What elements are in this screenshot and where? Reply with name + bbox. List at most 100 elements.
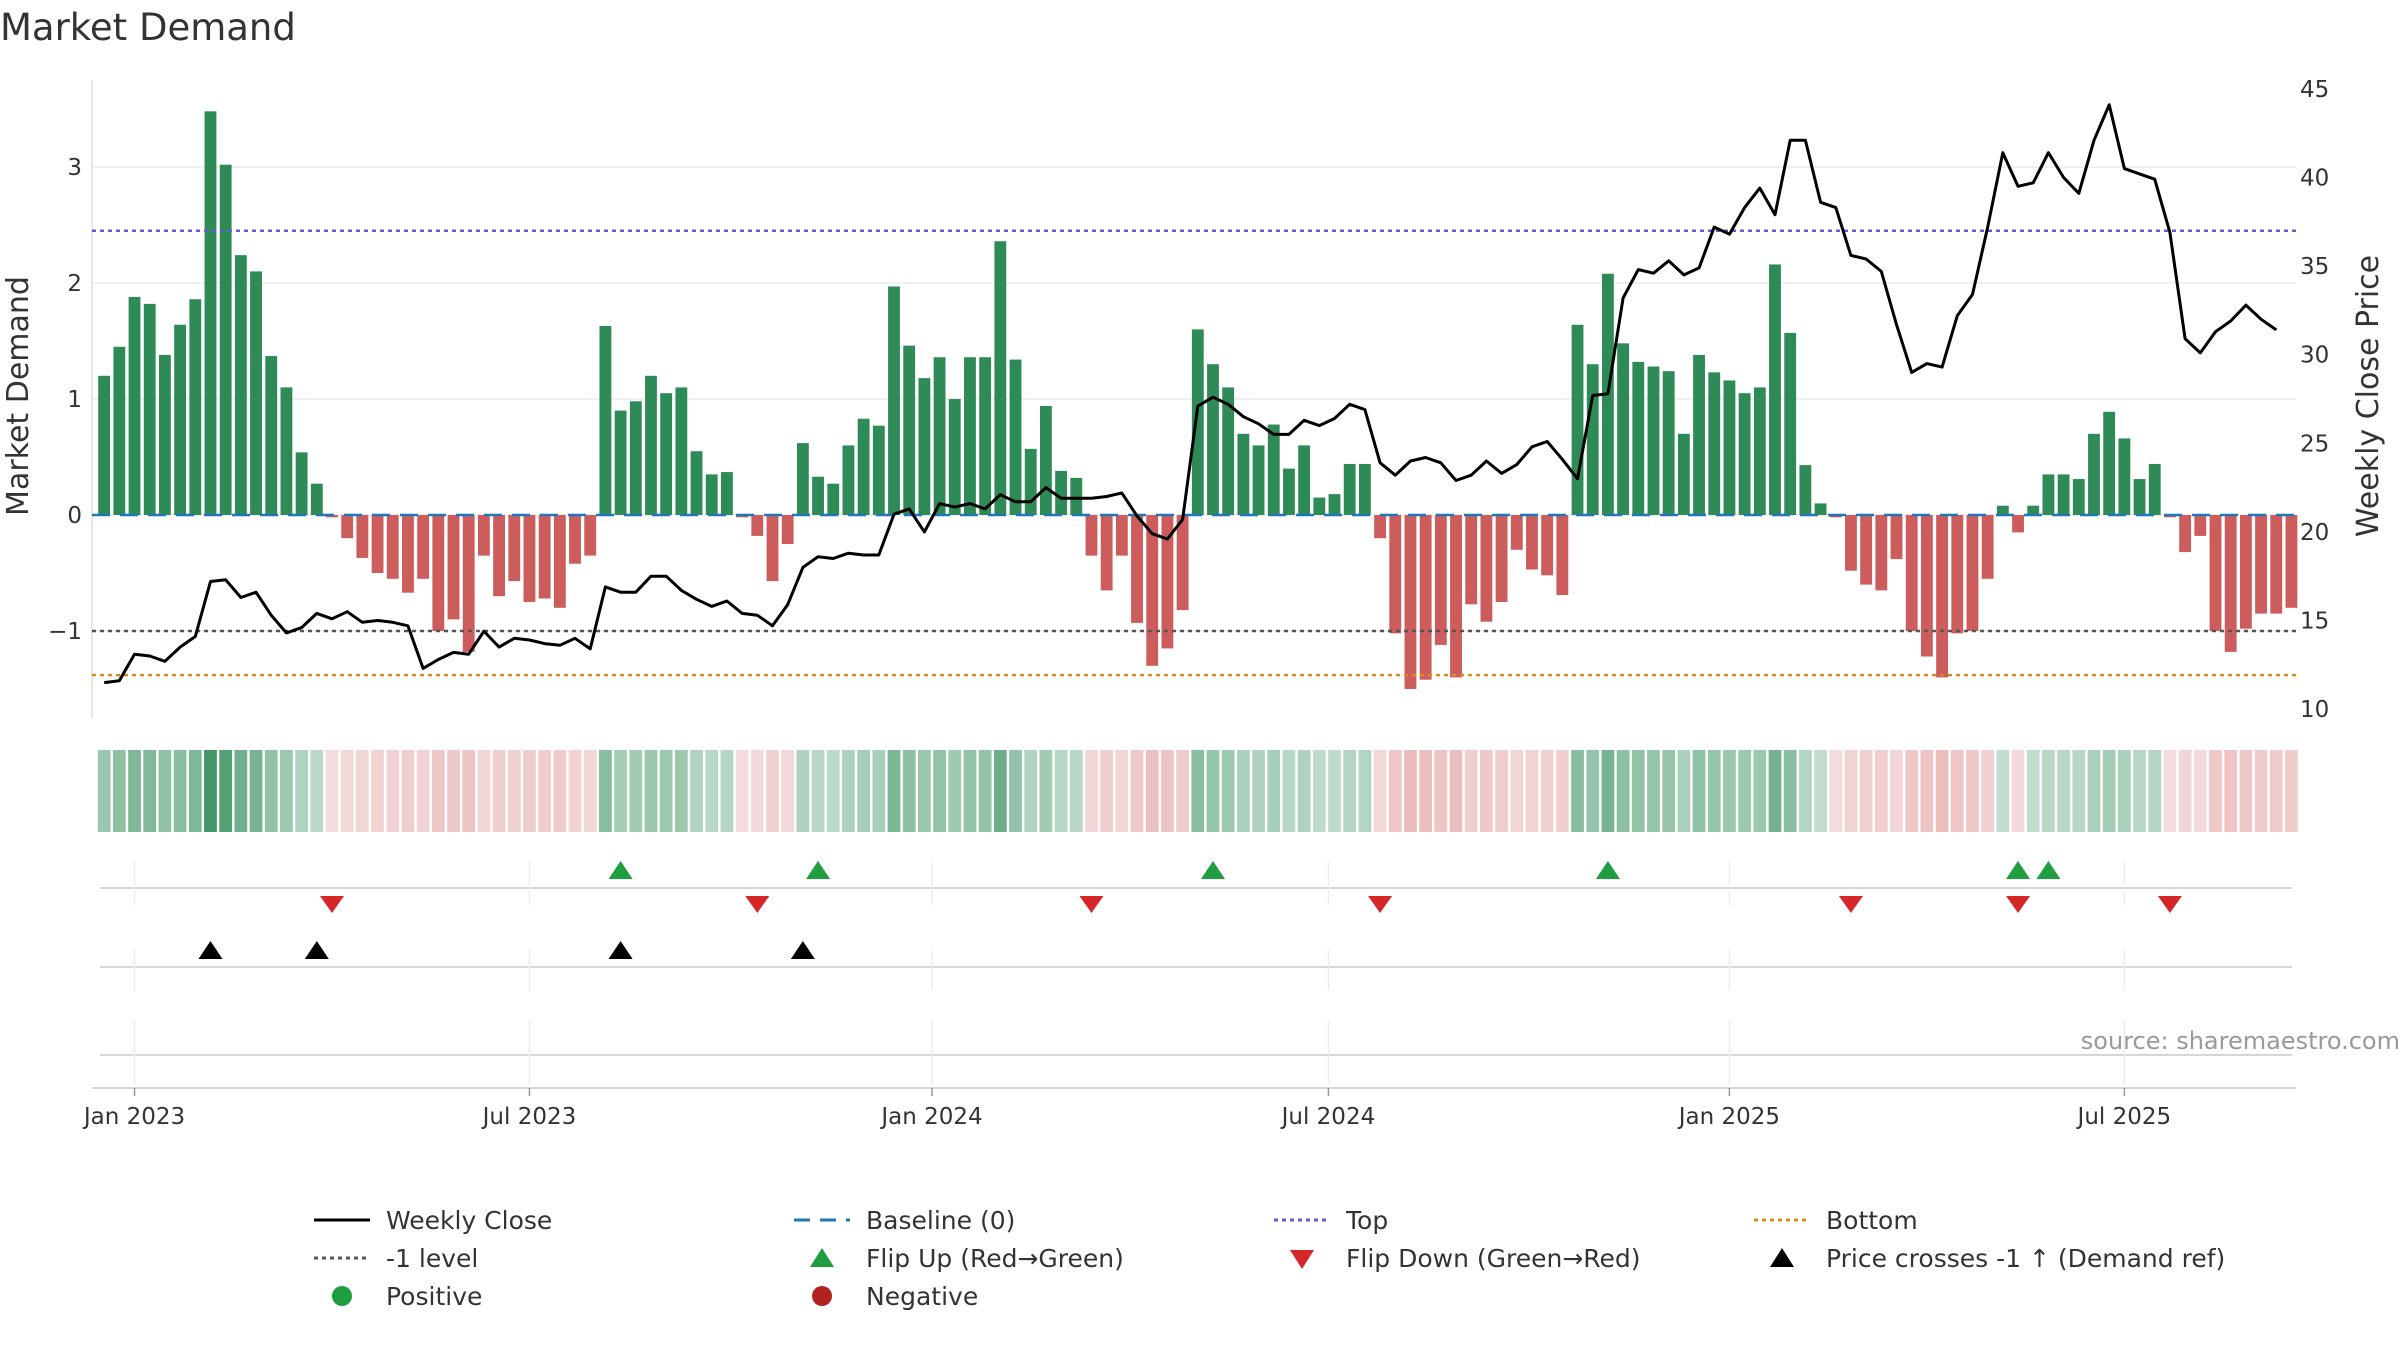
- left-axis: −1 0 1 2 3: [48, 155, 82, 645]
- demand-bar: [1753, 387, 1766, 515]
- demand-bar: [493, 515, 506, 597]
- heat-cell: [826, 750, 840, 832]
- heat-cell: [234, 750, 248, 832]
- demand-bar: [462, 515, 475, 652]
- demand-bar: [903, 345, 916, 515]
- triangle-up-icon: [810, 1248, 834, 1267]
- heat-cell: [2133, 750, 2146, 832]
- heat-cell: [2285, 750, 2298, 832]
- heat-cell: [1464, 750, 1478, 832]
- heat-cell: [1404, 750, 1417, 832]
- heat-cell: [264, 750, 278, 832]
- heat-cell: [280, 750, 293, 832]
- dotted-swatch-icon: [1754, 1218, 1810, 1222]
- close-line-layer: [104, 103, 2278, 685]
- demand-bar: [1222, 387, 1235, 515]
- demand-bar: [751, 515, 764, 536]
- demand-bar: [812, 476, 824, 515]
- heat-cell: [1677, 750, 1691, 832]
- demand-bar: [645, 375, 657, 515]
- heat-cell: [2011, 750, 2025, 832]
- heat-cell: [690, 750, 703, 832]
- heat-cell: [112, 750, 126, 832]
- heat-cell: [644, 750, 658, 832]
- heat-cell: [735, 750, 749, 832]
- heat-cell: [1206, 750, 1220, 832]
- signal-lanes: [92, 861, 2296, 1089]
- demand-bar: [1495, 515, 1508, 602]
- heat-cell: [963, 750, 977, 832]
- demand-bar: [2042, 474, 2055, 515]
- demand-bar: [341, 515, 354, 539]
- heat-cell: [1920, 750, 1934, 832]
- demand-bar: [280, 387, 293, 515]
- heat-cell: [614, 750, 627, 832]
- chart: −1 0 1 2 3 10 15 20 25 30 35 40 45 Jan 2023 Jul 2023…: [1, 77, 2400, 1130]
- heat-cell: [447, 750, 460, 832]
- heat-cell: [310, 750, 324, 832]
- heat-cell: [1783, 750, 1797, 832]
- heat-cell: [766, 750, 779, 832]
- demand-bar: [842, 445, 855, 515]
- legend: Weekly Close Baseline (0) Top Bottom -1 …: [300, 1205, 2250, 1325]
- x-tick-label: Jan 2025: [1677, 1104, 1780, 1130]
- heat-cell: [2072, 750, 2086, 832]
- demand-bar: [158, 354, 171, 515]
- heat-cell: [948, 750, 962, 832]
- heat-cell: [416, 750, 430, 832]
- heat-cell: [857, 750, 871, 832]
- demand-bar: [2285, 515, 2298, 608]
- heat-cell: [1100, 750, 1114, 832]
- heat-cell: [978, 750, 992, 832]
- demand-bar: [1677, 433, 1690, 515]
- dashed-swatch-icon: [794, 1218, 850, 1222]
- heat-cell: [1358, 750, 1372, 832]
- demand-bar: [1115, 515, 1128, 556]
- legend-label: Flip Down (Green→Red): [1346, 1243, 1641, 1273]
- heat-cell: [523, 750, 536, 832]
- heat-cell: [2057, 750, 2070, 832]
- heat-cell: [720, 750, 734, 832]
- demand-bar: [1419, 515, 1432, 680]
- heat-cell: [462, 750, 476, 832]
- heat-cell: [1145, 750, 1159, 832]
- heat-cell: [1692, 750, 1706, 832]
- heat-cell: [1252, 750, 1265, 832]
- demand-bar: [1996, 505, 2009, 515]
- demand-bar: [1936, 515, 1949, 678]
- dotted-swatch-icon: [314, 1256, 370, 1260]
- demand-bar: [2224, 515, 2237, 652]
- legend-item-price-cross: Price crosses -1 ↑ (Demand ref): [1750, 1243, 2225, 1273]
- demand-bar: [128, 296, 141, 515]
- heat-cell: [2163, 750, 2177, 832]
- demand-bar: [1009, 359, 1022, 515]
- heat-cell: [1039, 750, 1053, 832]
- demand-bar: [933, 357, 946, 515]
- demand-bar: [1024, 448, 1037, 515]
- demand-bar: [2012, 515, 2024, 533]
- demand-bar: [1070, 477, 1083, 515]
- demand-bar: [1920, 515, 1933, 657]
- heat-cell: [1510, 750, 1524, 832]
- demand-bar: [1283, 468, 1295, 515]
- heat-cell: [1282, 750, 1296, 832]
- demand-bar: [1207, 364, 1219, 515]
- demand-bar: [2255, 515, 2267, 614]
- heat-cell: [1738, 750, 1751, 832]
- flip-down-marker: [745, 896, 770, 913]
- demand-bar: [1465, 515, 1478, 605]
- x-tick-label: Jul 2023: [481, 1104, 577, 1130]
- heat-cell: [295, 750, 308, 832]
- demand-bar: [2148, 463, 2161, 515]
- demand-bar: [2239, 515, 2252, 629]
- demand-bar: [1617, 343, 1630, 515]
- demand-bar: [1723, 380, 1736, 515]
- flip-up-marker: [1595, 861, 1620, 879]
- heat-cell: [2269, 750, 2283, 832]
- demand-bar: [1055, 470, 1068, 515]
- heat-cell: [993, 750, 1007, 832]
- heat-cell: [2254, 750, 2268, 832]
- heat-cell: [2209, 750, 2222, 832]
- heat-cell: [1874, 750, 1888, 832]
- demand-bar: [356, 515, 369, 558]
